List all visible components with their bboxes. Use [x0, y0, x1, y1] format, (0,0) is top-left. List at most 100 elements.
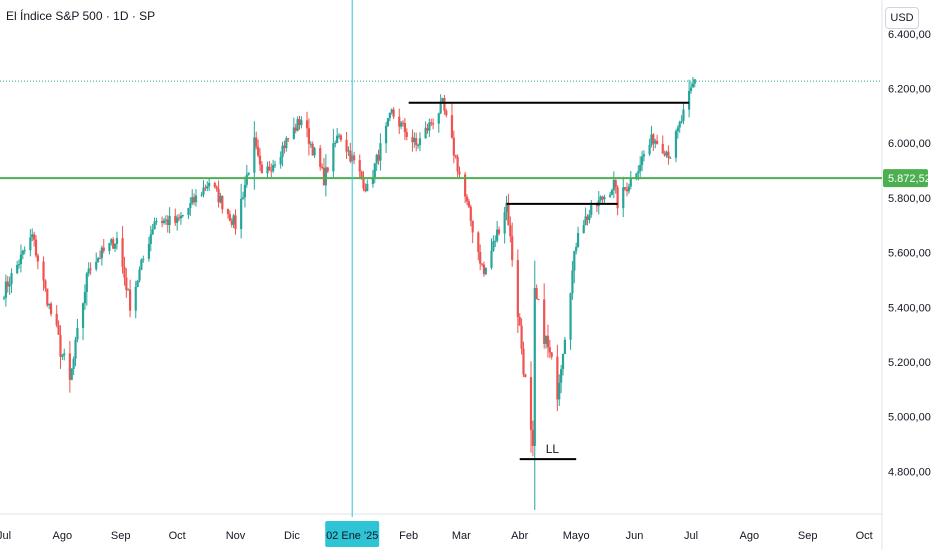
candle — [206, 181, 209, 192]
candle — [531, 420, 534, 457]
candle — [85, 271, 88, 306]
candle — [136, 280, 139, 288]
candle-body — [121, 238, 124, 267]
candle-body — [640, 156, 644, 166]
candle — [490, 238, 493, 270]
candle — [232, 213, 235, 229]
candle-body — [8, 283, 11, 287]
candle — [194, 189, 198, 207]
candle-body — [16, 264, 19, 274]
candle — [584, 207, 587, 226]
candle — [334, 140, 337, 148]
candle — [537, 298, 540, 301]
candle — [588, 209, 591, 224]
candle-body — [599, 196, 602, 201]
candle-body — [373, 163, 376, 178]
candle — [89, 262, 92, 275]
candle — [443, 94, 446, 115]
candle — [123, 256, 126, 286]
candle-body — [366, 183, 369, 192]
candle-body — [61, 355, 64, 357]
candle-body — [166, 219, 169, 226]
candle — [624, 186, 627, 191]
candle-body — [518, 316, 521, 326]
candle-body — [161, 221, 164, 223]
candle — [603, 194, 606, 203]
candle — [95, 252, 98, 272]
candle-body — [569, 293, 572, 340]
candle-body — [398, 116, 401, 127]
candle-body — [206, 186, 209, 189]
candle — [215, 185, 218, 192]
candle-body — [112, 239, 115, 249]
candle-body — [125, 277, 128, 291]
candle-body — [337, 135, 341, 137]
candle — [561, 353, 565, 376]
annotation-label: LL — [546, 442, 560, 456]
candle — [401, 120, 405, 127]
candle-body — [416, 145, 420, 147]
candle — [255, 131, 258, 150]
candle-body — [576, 232, 580, 247]
candle-body — [46, 288, 49, 306]
candle-body — [650, 134, 653, 145]
candle-body — [287, 138, 290, 140]
candle-body — [590, 205, 593, 215]
candle — [693, 78, 696, 88]
candle-body — [522, 348, 525, 375]
candle-body — [482, 264, 486, 275]
candle-body — [217, 188, 220, 203]
candle-body — [375, 154, 378, 164]
candle-body — [258, 155, 262, 165]
candle-body — [413, 138, 416, 143]
candle-body — [200, 194, 203, 196]
candle — [467, 198, 471, 209]
candle — [17, 259, 21, 269]
candle — [115, 231, 119, 250]
candle-body — [418, 138, 422, 146]
x-tick-label: Mar — [452, 530, 471, 542]
candle — [563, 336, 566, 355]
candle-body — [639, 165, 642, 172]
candle — [98, 250, 102, 260]
candle — [364, 183, 367, 193]
candle — [19, 244, 23, 273]
candle — [23, 246, 26, 255]
candle-body — [405, 132, 408, 137]
candle — [279, 151, 282, 169]
candle-body — [612, 180, 615, 191]
candle-body — [247, 172, 250, 175]
candle-body — [87, 268, 90, 274]
candle — [390, 108, 393, 115]
candle — [256, 139, 260, 158]
candle — [656, 134, 659, 145]
candle — [138, 266, 141, 283]
candle — [610, 188, 614, 196]
candle — [208, 178, 211, 192]
candle-body — [309, 143, 312, 145]
candle — [661, 135, 664, 154]
candle-body — [215, 186, 218, 189]
candle-body — [164, 219, 167, 221]
candle-body — [98, 258, 102, 260]
candle — [176, 214, 179, 231]
candle — [652, 133, 655, 152]
currency-button[interactable]: USD — [885, 7, 919, 29]
candle — [149, 225, 152, 252]
candle-body — [629, 177, 632, 187]
candle — [57, 320, 60, 335]
candle-body — [298, 119, 301, 126]
candle-body — [467, 201, 471, 207]
candle-body — [454, 155, 457, 157]
y-tick-label: 6.400,00 — [888, 29, 931, 41]
candle-body — [520, 325, 523, 349]
candle-body — [279, 156, 282, 165]
candle-series — [2, 77, 696, 510]
candle — [616, 185, 619, 216]
candle-body — [424, 128, 427, 139]
candle-body — [151, 229, 154, 235]
overlay-layer: LL — [0, 0, 882, 517]
candle — [319, 144, 322, 171]
candle-body — [608, 194, 612, 197]
